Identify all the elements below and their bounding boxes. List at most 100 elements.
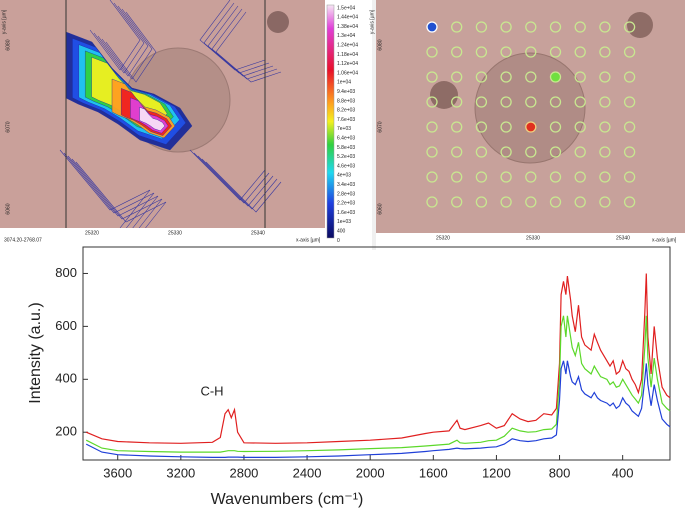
colorbar-label: 1.3e+04 (337, 33, 355, 39)
grid-point (549, 96, 562, 108)
grid-point (451, 196, 463, 208)
x-tick-label: 25320 (436, 235, 450, 241)
contour-line (199, 0, 266, 71)
grid-point (500, 121, 512, 133)
contour-line (101, 8, 153, 80)
x-tick-label: 1200 (482, 465, 511, 480)
grid-point (426, 196, 438, 208)
y-tick-label: 400 (55, 371, 77, 386)
colorbar-label: 3.4e+03 (337, 182, 355, 188)
grid-point (500, 171, 512, 183)
colorbar-label: 2.8e+03 (337, 191, 355, 197)
colorbar-label: 7.6e+03 (337, 117, 355, 123)
contour-line (97, 5, 149, 77)
y-tick-label: 200 (55, 424, 77, 439)
x-tick-label: 2400 (293, 465, 322, 480)
grid-point (475, 171, 488, 183)
grid-point (574, 71, 586, 83)
grid-point (574, 146, 586, 158)
y-tick-label: 6080 (5, 39, 11, 50)
grid-point (426, 71, 438, 83)
grid-point (574, 121, 586, 133)
grid-point (623, 96, 636, 108)
contour-line (89, 0, 141, 71)
colorbar-label: 5.8e+03 (337, 145, 355, 151)
x-tick-label: 3600 (103, 465, 132, 480)
chart-bg (0, 250, 685, 517)
contour-line (93, 2, 145, 74)
particle (627, 12, 653, 38)
grid-point (475, 196, 488, 208)
grid-point (549, 196, 562, 208)
x-tick-label: 800 (549, 465, 571, 480)
grid-point (574, 96, 586, 108)
grid-point (500, 21, 512, 33)
grid-point (549, 46, 562, 58)
spectrum-line (85, 360, 671, 458)
contour-line (215, 11, 282, 83)
grid-point (525, 71, 537, 83)
grid-point (525, 21, 537, 33)
grid-point (451, 71, 463, 83)
grid-point (426, 21, 438, 33)
grid-point (500, 46, 512, 58)
grid-point (451, 46, 463, 58)
colorbar (326, 4, 335, 239)
colorbar-label: 4e+03 (337, 173, 351, 179)
grid-point (599, 21, 611, 33)
x-tick-label: 25330 (526, 235, 540, 241)
colorbar-label: 0 (337, 238, 340, 244)
x-axis-label: x-axis [µm] (296, 237, 321, 243)
plot-frame (82, 246, 671, 461)
x-tick-label: 25340 (251, 230, 265, 236)
grid-point (525, 46, 537, 58)
grid-point (574, 21, 586, 33)
y-tick-label: 6070 (5, 121, 11, 132)
colorbar-label: 9.4e+03 (337, 89, 355, 95)
spectrum-line (85, 315, 671, 453)
x-tick-label: 25320 (85, 230, 99, 236)
colorbar-label: 5.2e+03 (337, 154, 355, 160)
grid-point (623, 71, 636, 83)
y-axis-title: Intensity (a.u.) (27, 302, 44, 403)
grid-point (475, 146, 488, 158)
contour-line (207, 5, 274, 77)
grid-point (426, 121, 438, 133)
grid-point (475, 96, 488, 108)
x-tick-label: 25330 (168, 230, 182, 236)
y-axis-label: y-axis [µm] (369, 9, 375, 34)
y-axis-label: y-axis [µm] (1, 9, 7, 34)
colorbar-label: 8.2e+03 (337, 108, 355, 114)
measurement-grid (426, 21, 636, 208)
contour-line (105, 11, 157, 83)
grid-point (500, 146, 512, 158)
contour-band (139, 106, 166, 132)
grid-point (426, 46, 438, 58)
grid-point (500, 71, 512, 83)
grid-point (574, 196, 586, 208)
x-axis-label: x-axis [µm] (652, 237, 677, 243)
colorbar-label: 6.4e+03 (337, 136, 355, 142)
x-tick-label: 400 (612, 465, 634, 480)
grid-point (475, 71, 488, 83)
contour-line (211, 8, 278, 80)
colorbar-label: 400 (337, 229, 346, 235)
colorbar-label: 1.12e+04 (337, 61, 358, 67)
contour-line (201, 158, 278, 210)
axis-strip (376, 233, 685, 250)
grid-point (451, 96, 463, 108)
contour-line (67, 155, 159, 235)
contour-line (75, 161, 167, 241)
colorbar-label: 1.6e+03 (337, 210, 355, 216)
colorbar-label: 1.06e+04 (337, 70, 358, 76)
axis-strip (0, 228, 372, 250)
y-tick-label: 6060 (377, 203, 383, 214)
colorbar-label: 1.18e+04 (337, 52, 358, 58)
y-tick-label: 6060 (5, 203, 11, 214)
grid-point (549, 171, 562, 183)
grid-point (500, 196, 512, 208)
x-tick-label: 3200 (166, 465, 195, 480)
grid-point (623, 21, 636, 33)
grid-point (525, 196, 537, 208)
